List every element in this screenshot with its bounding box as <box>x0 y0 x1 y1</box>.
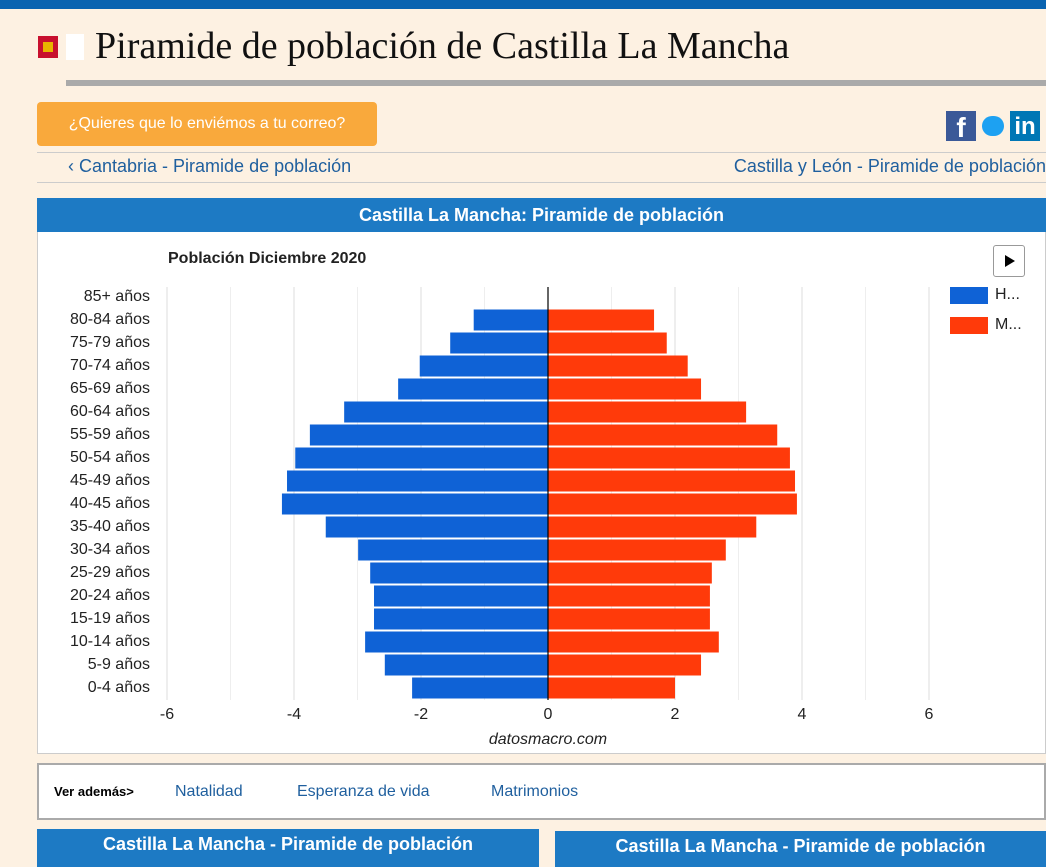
legend-swatch <box>950 317 988 334</box>
x-tick-label: 0 <box>544 706 553 723</box>
y-tick-label: 75-79 años <box>70 334 150 351</box>
twitter-icon[interactable] <box>982 116 1004 136</box>
y-tick-label: 35-40 años <box>70 518 150 535</box>
play-button[interactable] <box>993 245 1025 277</box>
bar <box>548 332 667 354</box>
bar <box>548 516 757 538</box>
bottom-panel-header: Castilla La Mancha - Piramide de poblaci… <box>37 829 539 867</box>
x-tick-label: -6 <box>160 706 174 723</box>
chart-credit: datosmacro.com <box>489 731 607 748</box>
title-rule <box>66 80 1046 86</box>
bar <box>365 631 548 653</box>
bar <box>287 470 548 492</box>
bar <box>374 608 548 630</box>
x-tick-label: 6 <box>925 706 934 723</box>
y-tick-label: 25-29 años <box>70 564 150 581</box>
facebook-icon[interactable]: f <box>946 111 976 143</box>
bar <box>325 516 548 538</box>
bar <box>450 332 548 354</box>
y-tick-label: 50-54 años <box>70 449 150 466</box>
bar <box>370 562 548 584</box>
linkedin-icon[interactable]: in <box>1010 111 1040 141</box>
bar <box>548 562 712 584</box>
bar <box>358 539 548 561</box>
y-tick-label: 65-69 años <box>70 380 150 397</box>
bar <box>419 355 548 377</box>
y-tick-label: 15-19 años <box>70 610 150 627</box>
bar <box>412 677 548 699</box>
y-tick-label: 10-14 años <box>70 633 150 650</box>
flag <box>38 36 58 58</box>
x-tick-label: -2 <box>414 706 428 723</box>
legend-swatch <box>950 287 988 304</box>
bottom-panel-header: Castilla La Mancha - Piramide de poblaci… <box>555 831 1046 867</box>
next-link[interactable]: Castilla y León - Piramide de población <box>733 156 1046 176</box>
y-tick-label: 40-45 años <box>70 495 150 512</box>
x-tick-label: -4 <box>287 706 301 723</box>
prev-link[interactable]: ‹ Cantabria - Piramide de población <box>68 156 352 176</box>
bar <box>344 401 548 423</box>
see-also-link[interactable]: Matrimonios <box>491 783 579 800</box>
bar <box>398 378 548 400</box>
bar <box>548 539 726 561</box>
panel-header: Castilla La Mancha: Piramide de població… <box>37 198 1046 232</box>
see-also-link[interactable]: Esperanza de vida <box>297 783 430 800</box>
y-tick-label: 5-9 años <box>88 656 150 673</box>
bar <box>548 355 688 377</box>
page-title: Piramide de población de Castilla La Man… <box>95 25 790 67</box>
see-also-link[interactable]: Natalidad <box>175 783 243 800</box>
bar <box>548 470 796 492</box>
see-also-label: Ver además> <box>54 784 134 799</box>
legend-label: H... <box>995 286 1020 303</box>
nav-rule <box>37 152 1046 153</box>
nav-rule <box>37 182 1046 183</box>
bar <box>548 585 710 607</box>
subscribe-button[interactable]: ¿Quieres que lo enviémos a tu correo? <box>37 102 377 146</box>
bar <box>548 309 655 331</box>
y-tick-label: 20-24 años <box>70 587 150 604</box>
bar <box>295 447 548 469</box>
y-tick-label: 60-64 años <box>70 403 150 420</box>
bar <box>548 677 675 699</box>
bar <box>374 585 548 607</box>
y-tick-label: 80-84 años <box>70 311 150 328</box>
y-tick-label: 55-59 años <box>70 426 150 443</box>
flag-white <box>66 34 84 60</box>
bar <box>384 654 548 676</box>
bar <box>548 654 702 676</box>
bar <box>548 631 719 653</box>
see-also-box: Ver además> Natalidad Esperanza de vida … <box>37 763 1046 820</box>
x-tick-label: 4 <box>798 706 807 723</box>
bar <box>309 424 548 446</box>
chart: Población Diciembre 2020 datosmacro.com … <box>70 250 1022 748</box>
bar <box>473 309 548 331</box>
y-tick-label: 45-49 años <box>70 472 150 489</box>
bar <box>548 608 710 630</box>
bar <box>548 401 747 423</box>
y-tick-label: 0-4 años <box>88 679 150 696</box>
play-icon <box>1005 255 1015 267</box>
bar <box>548 447 790 469</box>
bar <box>548 424 778 446</box>
y-tick-label: 70-74 años <box>70 357 150 374</box>
y-tick-label: 85+ años <box>84 288 150 305</box>
y-tick-label: 30-34 años <box>70 541 150 558</box>
top-bar <box>0 0 1046 9</box>
bar <box>281 493 548 515</box>
chart-title: Población Diciembre 2020 <box>168 250 366 267</box>
x-tick-label: 2 <box>671 706 680 723</box>
legend-label: M... <box>995 316 1022 333</box>
bar <box>548 378 702 400</box>
bar <box>548 493 797 515</box>
